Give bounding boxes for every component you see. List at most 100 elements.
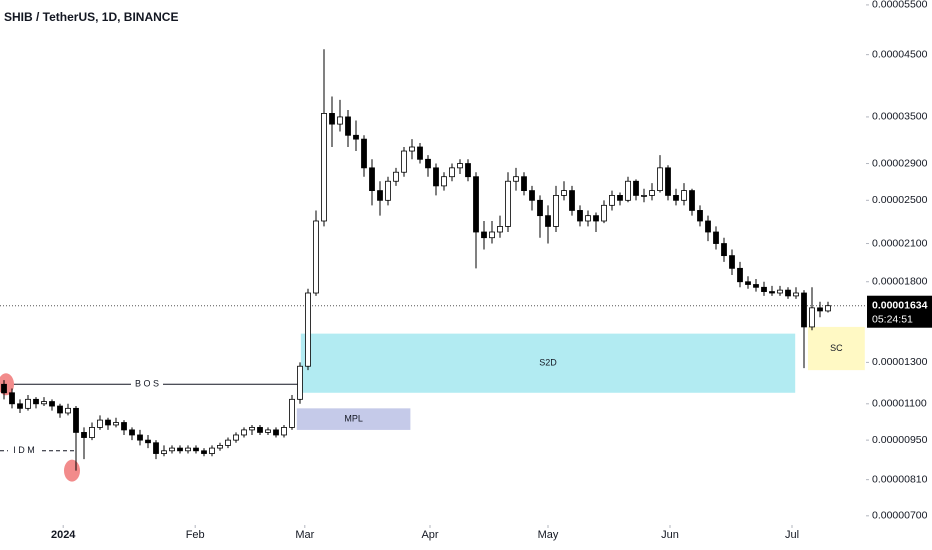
candle-body bbox=[721, 243, 727, 257]
candle-body bbox=[241, 429, 247, 436]
candle-body bbox=[305, 292, 311, 367]
candle-body bbox=[401, 150, 407, 173]
candle-body bbox=[337, 116, 343, 125]
candle-body bbox=[649, 190, 655, 196]
candle-body bbox=[617, 195, 623, 201]
last-price-box bbox=[867, 295, 932, 328]
y-tick-label: 0.00001100 bbox=[872, 398, 927, 410]
candle-body bbox=[761, 286, 767, 292]
candle-body bbox=[737, 267, 743, 283]
zone bbox=[296, 408, 411, 430]
last-price-label: 0.00001634 bbox=[872, 299, 928, 311]
candle-body bbox=[569, 190, 575, 211]
candle-body bbox=[489, 231, 495, 239]
candle-body bbox=[465, 163, 471, 178]
candle-body bbox=[793, 292, 799, 297]
candle-body bbox=[321, 113, 327, 222]
candle-body bbox=[425, 158, 431, 169]
candle-body bbox=[385, 180, 391, 201]
candle-body bbox=[609, 195, 615, 206]
y-tick-label: 0.00004500 bbox=[872, 48, 928, 60]
candle-body bbox=[313, 220, 319, 294]
candle-body bbox=[233, 434, 239, 441]
candle-body bbox=[33, 398, 39, 405]
candle-body bbox=[73, 407, 79, 433]
candle-body bbox=[25, 398, 31, 409]
candle-body bbox=[65, 407, 71, 414]
candle-body bbox=[417, 146, 423, 160]
x-tick-label: 2024 bbox=[51, 529, 76, 541]
candle-body bbox=[545, 215, 551, 227]
candle-body bbox=[457, 163, 463, 169]
candle-body bbox=[521, 176, 527, 192]
candle-body bbox=[9, 392, 15, 405]
candle-body bbox=[745, 281, 751, 285]
candle-body bbox=[249, 427, 255, 431]
candle-body bbox=[177, 447, 183, 452]
candle-body bbox=[161, 450, 167, 454]
y-tick-label: 0.00000700 bbox=[872, 510, 928, 522]
candle-body bbox=[713, 231, 719, 244]
candle-body bbox=[601, 204, 607, 222]
candle-body bbox=[809, 307, 815, 328]
candle-body bbox=[369, 167, 375, 192]
candle-body bbox=[593, 215, 599, 222]
candle-body bbox=[393, 171, 399, 182]
candle-body bbox=[657, 167, 663, 192]
candle-body bbox=[225, 439, 231, 446]
y-tick-label: 0.00002500 bbox=[872, 194, 928, 206]
zone-label: SC bbox=[830, 343, 843, 353]
y-tick-label: 0.00000950 bbox=[872, 434, 928, 446]
x-tick-label: May bbox=[538, 529, 559, 541]
zone bbox=[300, 333, 796, 393]
candle-body bbox=[329, 113, 335, 125]
candle-body bbox=[681, 190, 687, 201]
candle-body bbox=[625, 180, 631, 201]
candle-body bbox=[137, 434, 143, 441]
candle-body bbox=[185, 447, 191, 452]
candle-body bbox=[377, 190, 383, 201]
candle-body bbox=[97, 419, 103, 428]
candle-body bbox=[473, 176, 479, 233]
candle-body bbox=[801, 292, 807, 328]
candle-body bbox=[81, 432, 87, 438]
candle-body bbox=[361, 138, 367, 169]
candle-body bbox=[577, 210, 583, 222]
candle-body bbox=[105, 419, 111, 426]
candle-body bbox=[273, 429, 279, 436]
candle-body bbox=[297, 365, 303, 400]
candle-body bbox=[353, 134, 359, 140]
candle-body bbox=[217, 445, 223, 449]
candle-body bbox=[121, 422, 127, 431]
candle-body bbox=[825, 305, 831, 312]
y-tick-label: 0.00002900 bbox=[872, 157, 928, 169]
level-label-bg bbox=[8, 444, 40, 457]
x-tick-label: Mar bbox=[295, 529, 314, 541]
zone-label: S2D bbox=[539, 358, 557, 368]
zone-label: MPL bbox=[344, 413, 363, 423]
level-label: I D M bbox=[13, 445, 35, 455]
candle-body bbox=[769, 291, 775, 294]
candle-body bbox=[777, 289, 783, 294]
x-tick-label: Jul bbox=[785, 529, 799, 541]
x-tick-label: Feb bbox=[186, 529, 205, 541]
y-tick-label: 0.00001800 bbox=[872, 276, 928, 288]
candle-body bbox=[705, 220, 711, 233]
candle-body bbox=[673, 195, 679, 201]
candle-body bbox=[433, 167, 439, 187]
candle-body bbox=[257, 427, 263, 433]
candle-body bbox=[209, 447, 215, 454]
level-label: B O S bbox=[135, 379, 159, 389]
x-tick-label: Jun bbox=[661, 529, 679, 541]
candle-body bbox=[537, 199, 543, 217]
candle-body bbox=[553, 195, 559, 227]
candle-body bbox=[689, 190, 695, 211]
countdown: 05:24:51 bbox=[872, 313, 913, 325]
plot-area: S2D MPL SC B O S I D M bbox=[0, 49, 866, 482]
candle-body bbox=[497, 226, 503, 233]
candle-body bbox=[129, 429, 135, 436]
zone bbox=[808, 326, 865, 371]
candle-body bbox=[17, 403, 23, 409]
candle-body bbox=[265, 429, 271, 433]
